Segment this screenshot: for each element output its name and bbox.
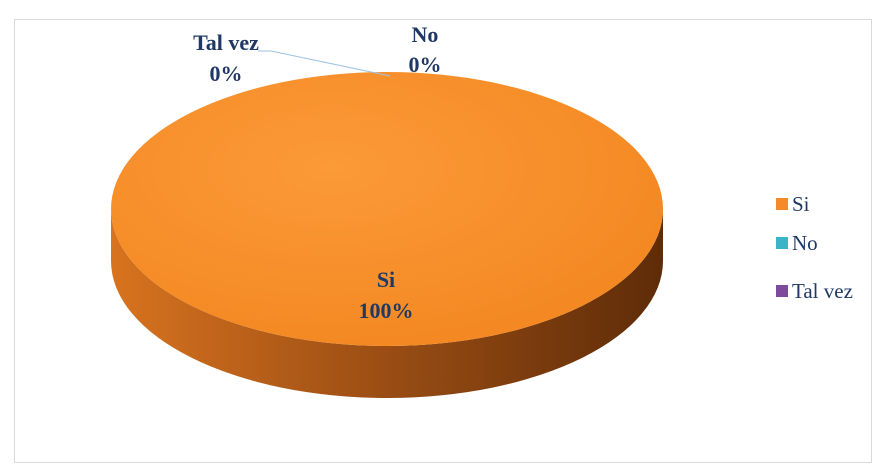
data-label-si-name: Si (377, 267, 395, 292)
data-label-tal-vez-value: 0% (210, 61, 243, 86)
legend-label-no: No (792, 231, 818, 255)
pie-slice-si (111, 72, 663, 346)
legend-swatch-no (776, 237, 788, 249)
legend-label-si: Si (792, 192, 810, 216)
legend-swatch-tal-vez (776, 285, 788, 297)
legend-item-si: Si (776, 192, 810, 216)
data-label-si-value: 100% (359, 298, 414, 323)
legend-item-tal-vez: Tal vez (776, 279, 853, 303)
legend-swatch-si (776, 198, 788, 210)
tal-vez-leader-line (270, 50, 391, 77)
legend-label-tal-vez: Tal vez (792, 279, 853, 303)
pie-slice-si-side (111, 209, 663, 398)
data-label-tal-vez-name: Tal vez (193, 30, 259, 55)
legend-item-no: No (776, 231, 818, 255)
data-label-no-value: 0% (409, 52, 442, 77)
legend: Si No Tal vez (776, 192, 853, 303)
data-label-no-name: No (412, 22, 439, 47)
